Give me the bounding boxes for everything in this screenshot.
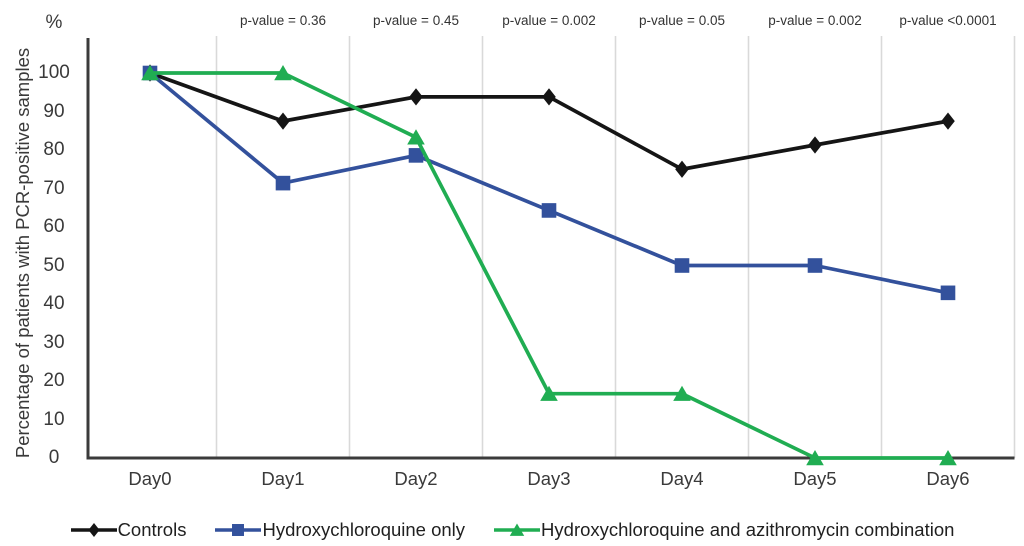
diamond-marker-icon [409, 88, 423, 106]
triangle-marker-icon [509, 523, 525, 536]
square-marker-icon [674, 258, 690, 273]
legend-label: Controls [117, 519, 187, 540]
y-tick-label: 0 [48, 447, 60, 468]
square-marker-icon [541, 203, 557, 218]
x-tick-label: Day5 [793, 468, 837, 489]
series-line-0 [149, 71, 949, 172]
x-tick-label: Day2 [394, 468, 438, 489]
square-marker-icon [940, 285, 956, 301]
p-value-label: p-value = 0.45 [373, 13, 459, 28]
diamond-marker-icon [276, 112, 290, 130]
triangle-marker-icon [141, 65, 159, 81]
diamond-marker-icon [70, 522, 117, 538]
legend-item-hydroxychloroquine-only: Hydroxychloroquine only [214, 519, 465, 541]
p-value-label: p-value = 0.05 [639, 13, 725, 28]
y-tick-label: 70 [43, 177, 65, 199]
x-tick-label: Day3 [527, 468, 571, 489]
triangle-marker-icon [939, 450, 957, 466]
triangle-marker-icon [673, 385, 691, 401]
legend-item-hydroxychloroquine-azithromycin: Hydroxychloroquine and azithromycin comb… [493, 519, 954, 541]
legend-label: Hydroxychloroquine only [262, 519, 466, 540]
axis-lines [86, 38, 1015, 460]
p-value-label: p-value = 0.002 [768, 13, 862, 28]
y-tick-label: 100 [38, 62, 70, 83]
y-tick-label: 10 [43, 408, 65, 430]
x-tick-label: Day0 [128, 468, 172, 489]
x-tick-label: Day6 [926, 468, 970, 489]
y-tick-label: 20 [43, 370, 65, 391]
diamond-marker-icon [87, 522, 100, 538]
x-tick-label: Day4 [660, 468, 704, 489]
diamond-marker-icon [808, 136, 822, 154]
y-axis-unit: % [45, 12, 63, 33]
y-tick-label: 40 [43, 293, 65, 314]
y-tick-label: 30 [43, 331, 65, 353]
y-tick-label: 90 [43, 100, 65, 122]
triangle-marker-icon [407, 129, 425, 145]
square-marker-icon [275, 175, 291, 191]
x-tick-label: Day1 [261, 468, 305, 489]
diamond-marker-icon [941, 112, 955, 130]
legend-label: Hydroxychloroquine and azithromycin comb… [541, 519, 955, 540]
triangle-marker-icon [540, 385, 558, 401]
diamond-marker-icon [675, 160, 689, 178]
series-line-1 [148, 71, 949, 295]
triangle-marker-icon [274, 65, 292, 81]
y-tick-label: 50 [43, 254, 65, 276]
p-value-label: p-value <0.0001 [899, 13, 997, 28]
legend: Controls Hydroxychloroquine only Hydroxy… [0, 517, 1024, 543]
y-tick-label: 80 [43, 139, 65, 160]
diamond-marker-icon [542, 88, 556, 106]
square-marker-icon [408, 148, 424, 163]
square-marker-icon [807, 258, 823, 273]
y-tick-label: 60 [43, 216, 65, 237]
triangle-marker-icon [494, 523, 541, 536]
square-marker-icon [215, 524, 262, 536]
p-value-label: p-value = 0.36 [240, 13, 326, 28]
triangle-marker-icon [806, 450, 824, 466]
legend-item-controls: Controls [70, 519, 187, 541]
p-value-label: p-value = 0.002 [502, 13, 596, 28]
square-marker-icon [232, 524, 245, 536]
